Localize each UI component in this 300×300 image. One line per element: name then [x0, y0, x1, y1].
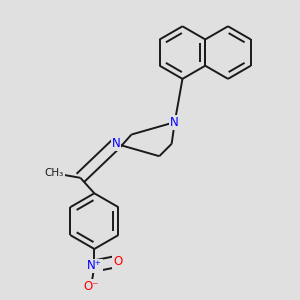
Text: O: O: [113, 255, 122, 268]
Text: O⁻: O⁻: [83, 280, 99, 292]
Text: N: N: [112, 137, 120, 150]
Text: CH₃: CH₃: [44, 168, 64, 178]
Text: N⁺: N⁺: [87, 260, 102, 272]
Text: N: N: [170, 116, 179, 129]
